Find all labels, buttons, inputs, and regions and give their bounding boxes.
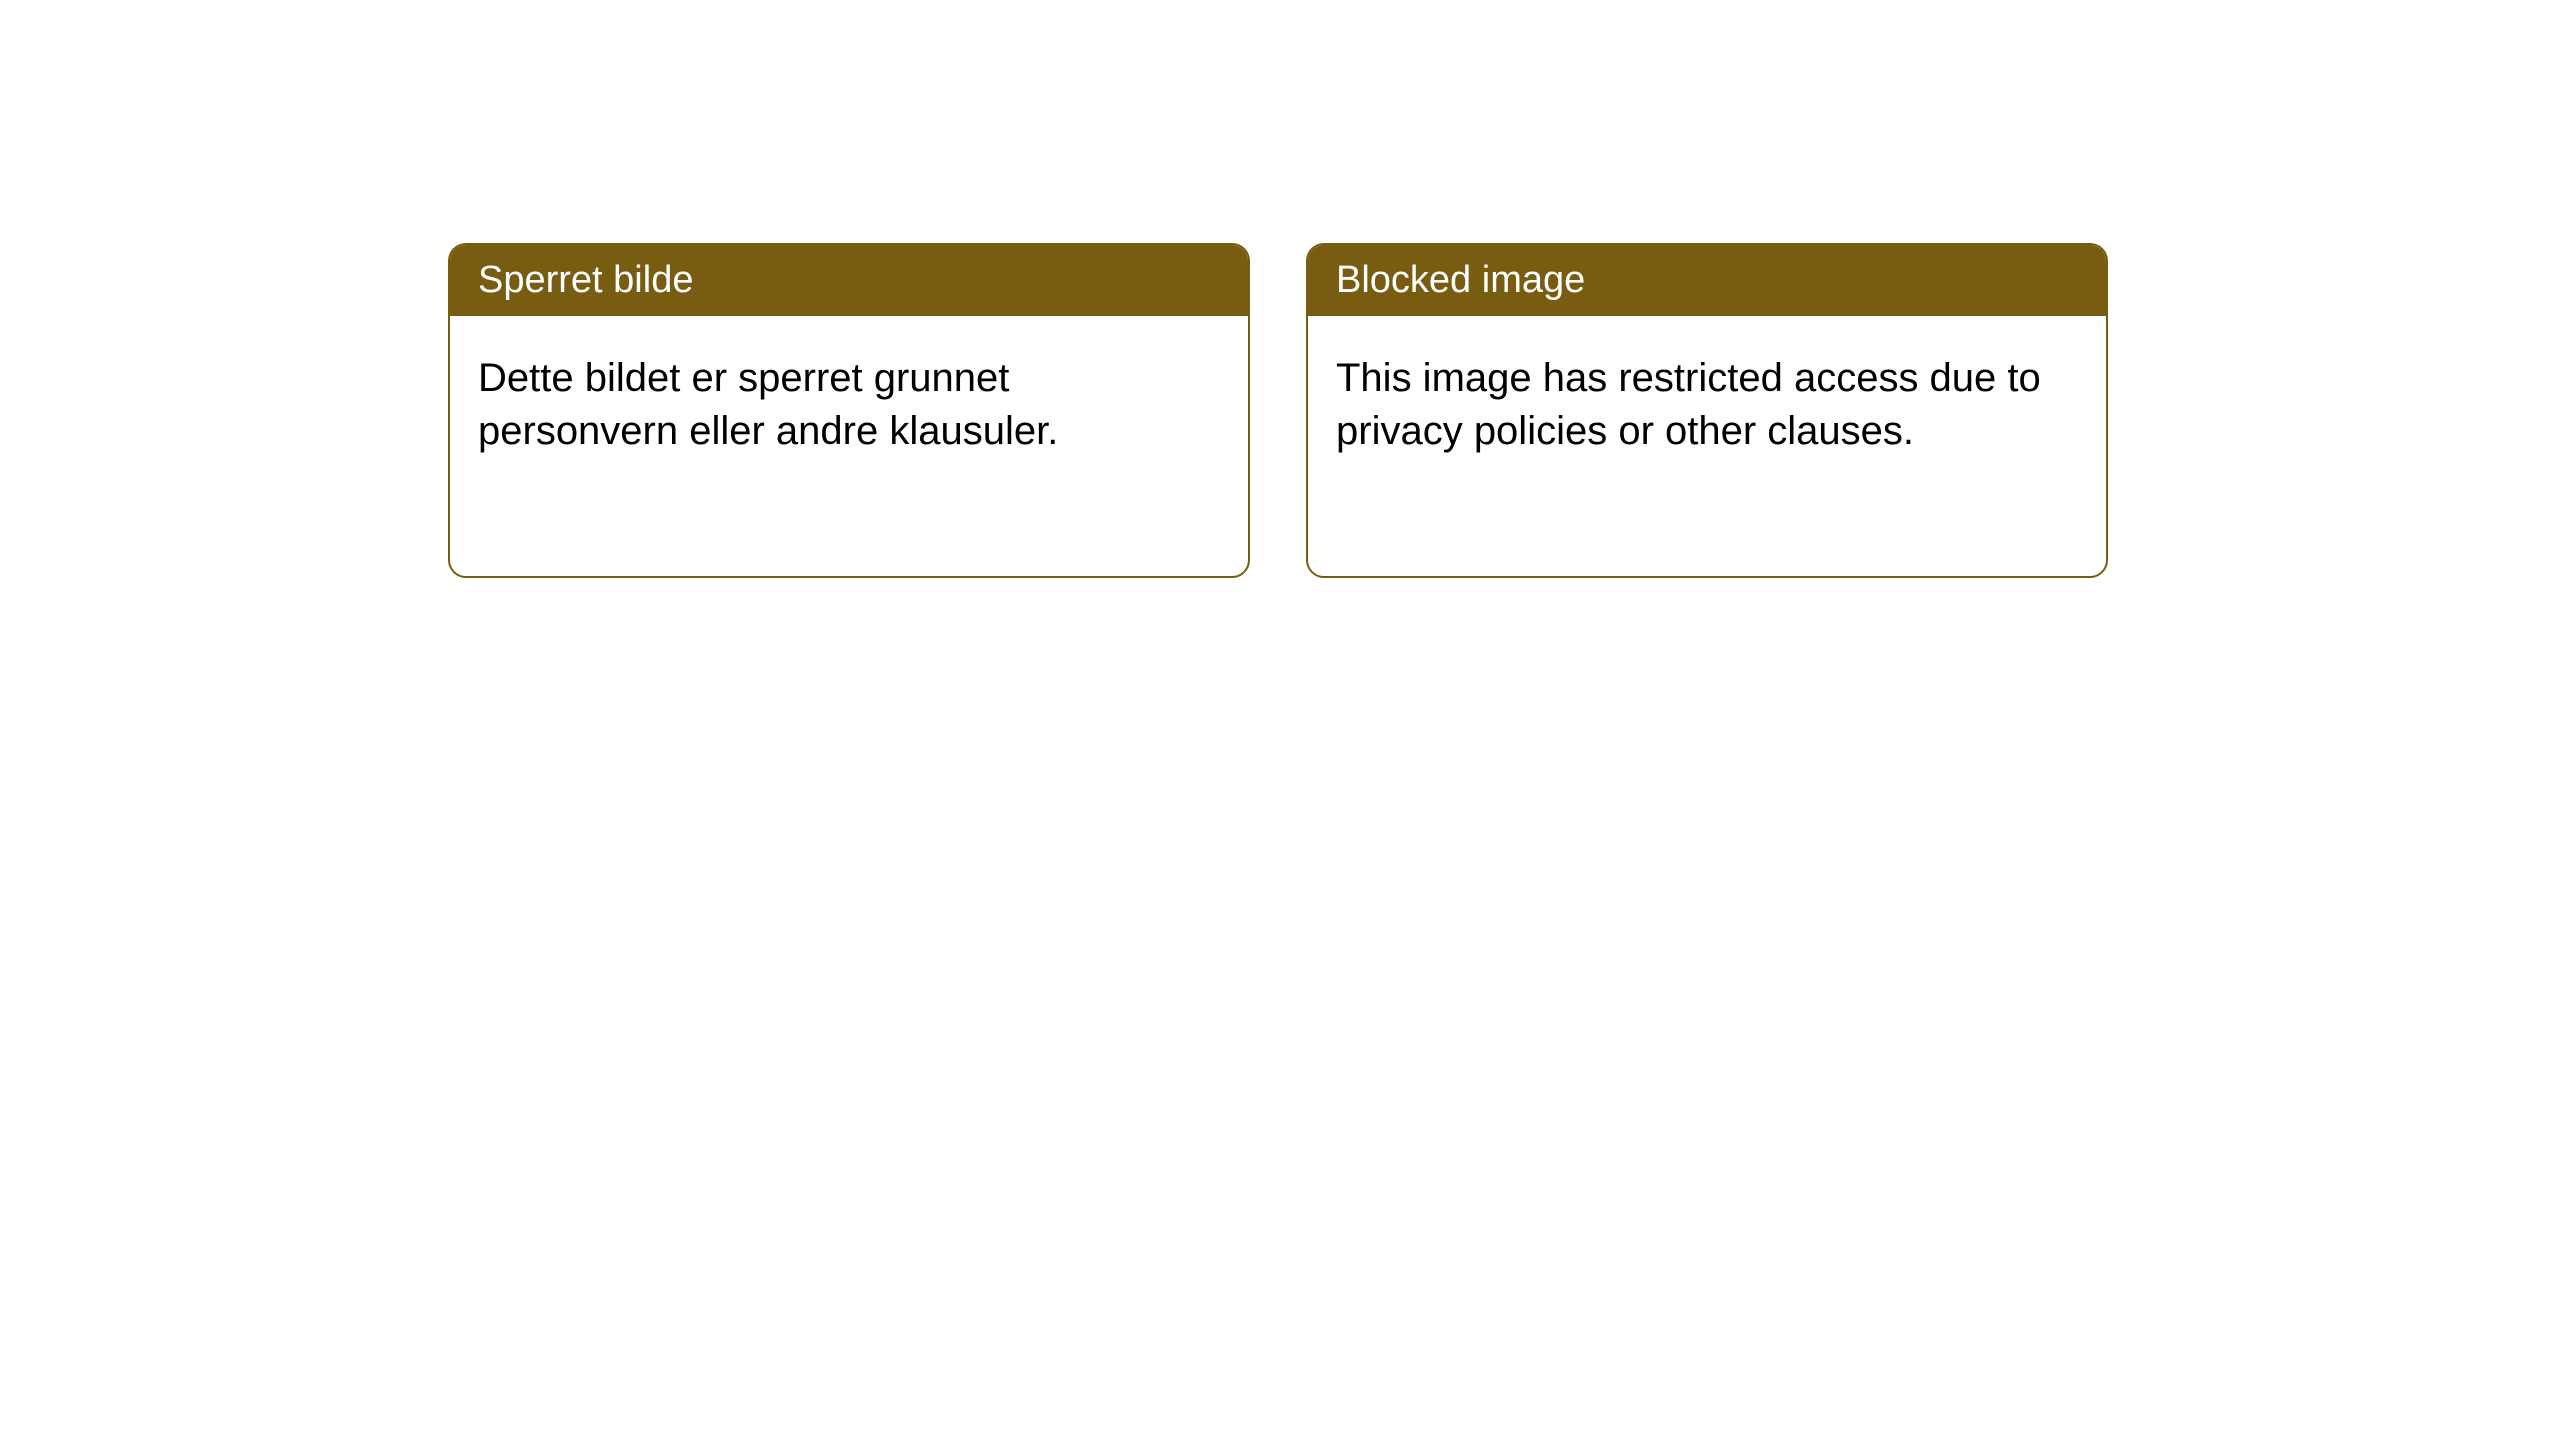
notice-box-norwegian: Sperret bilde Dette bildet er sperret gr…: [448, 243, 1250, 578]
notice-title: Blocked image: [1336, 259, 1585, 301]
notice-header: Sperret bilde: [450, 245, 1248, 316]
notice-body: This image has restricted access due to …: [1308, 316, 2106, 494]
notice-box-english: Blocked image This image has restricted …: [1306, 243, 2108, 578]
notice-header: Blocked image: [1308, 245, 2106, 316]
notice-body-text: Dette bildet er sperret grunnet personve…: [478, 356, 1058, 453]
notice-title: Sperret bilde: [478, 259, 693, 301]
notice-container: Sperret bilde Dette bildet er sperret gr…: [448, 243, 2108, 578]
notice-body-text: This image has restricted access due to …: [1336, 356, 2041, 453]
notice-body: Dette bildet er sperret grunnet personve…: [450, 316, 1248, 494]
